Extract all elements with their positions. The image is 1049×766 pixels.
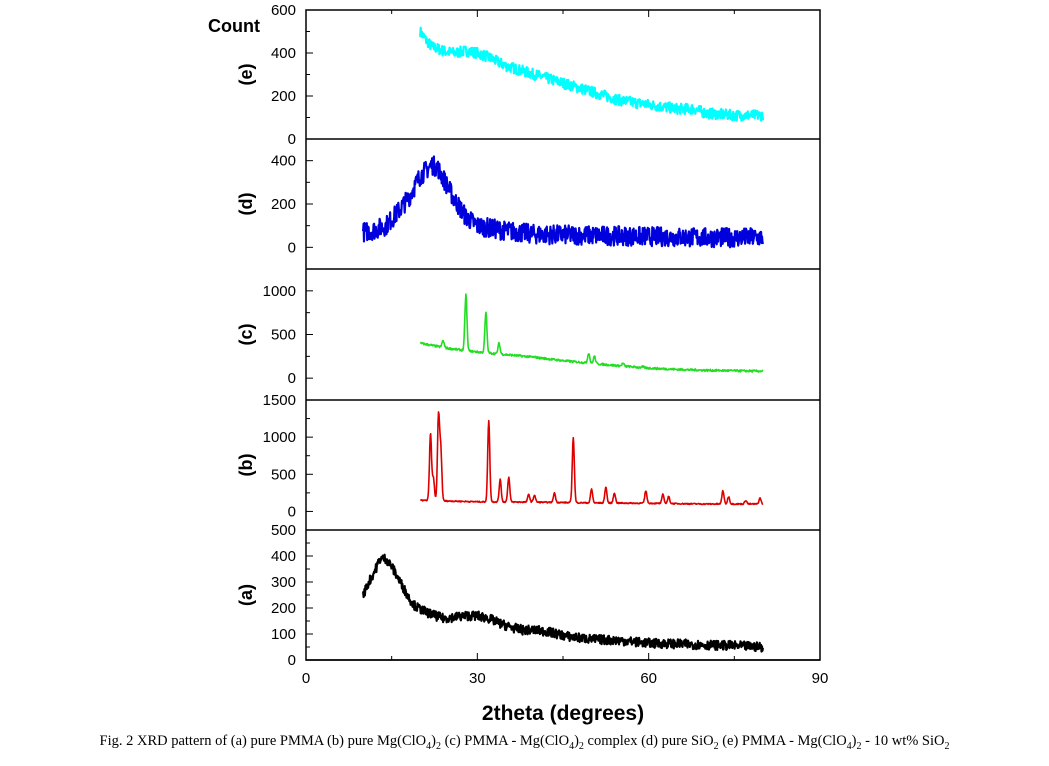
x-axis-label: 2theta (degrees) — [482, 702, 644, 725]
caption-subscript: 2 — [578, 740, 584, 752]
y-tick-label: 0 — [288, 370, 296, 387]
x-tick-label: 90 — [812, 670, 829, 687]
y-tick-label: 500 — [271, 522, 296, 539]
x-tick-label: 60 — [640, 670, 657, 687]
y-tick-label: 200 — [271, 196, 296, 213]
caption-subscript: 4 — [569, 740, 575, 752]
caption-text: (c) PMMA - Mg(ClO — [440, 733, 570, 749]
panel-label: (b) — [236, 454, 256, 477]
figure-caption: Fig. 2 XRD pattern of (a) pure PMMA (b) … — [0, 733, 1049, 752]
x-tick-label: 30 — [469, 670, 486, 687]
caption-text: ) — [431, 733, 436, 749]
y-tick-label: 500 — [271, 466, 296, 483]
caption-text: ) — [574, 733, 579, 749]
y-tick-label: 400 — [271, 45, 296, 62]
y-tick-label: 400 — [271, 548, 296, 565]
panel-label: (c) — [236, 323, 256, 345]
caption-text: ) — [851, 733, 857, 749]
y-tick-label: 200 — [271, 600, 296, 617]
y-tick-label: 400 — [271, 153, 296, 170]
y-tick-label: 300 — [271, 574, 296, 591]
y-axis-label: Count — [208, 16, 260, 36]
y-tick-label: 100 — [271, 626, 296, 643]
series-line-c — [419, 293, 764, 373]
x-tick-label: 0 — [302, 670, 310, 687]
y-tick-label: 200 — [271, 88, 296, 105]
y-tick-label: 0 — [288, 131, 296, 148]
caption-text: Fig. 2 XRD pattern of (a) pure PMMA (b) … — [99, 733, 427, 749]
caption-text: (e) PMMA - Mg(ClO — [718, 733, 847, 749]
caption-subscript: 2 — [713, 740, 719, 752]
caption-text: complex (d) pure SiO — [583, 733, 714, 749]
caption-subscript: 4 — [846, 740, 852, 752]
y-tick-label: 0 — [288, 239, 296, 256]
series-line-e — [419, 26, 764, 122]
y-tick-label: 1500 — [263, 392, 296, 409]
y-tick-label: 600 — [271, 2, 296, 19]
panel-label: (d) — [236, 193, 256, 216]
y-tick-label: 1000 — [263, 283, 296, 300]
y-tick-label: 0 — [288, 503, 296, 520]
caption-subscript: 2 — [944, 740, 950, 752]
y-tick-label: 500 — [271, 327, 296, 344]
plot-frame — [305, 9, 821, 661]
panel-label: (a) — [236, 584, 256, 606]
caption-subscript: 2 — [856, 740, 862, 752]
series-line-d — [362, 155, 764, 249]
y-tick-label: 0 — [288, 652, 296, 669]
xrd-chart: Count 2theta (degrees) 0200400600(e)0200… — [208, 2, 829, 725]
y-tick-label: 1000 — [263, 429, 296, 446]
caption-text: - 10 wt% SiO — [861, 733, 945, 749]
caption-subscript: 2 — [435, 740, 441, 752]
caption-subscript: 4 — [426, 740, 432, 752]
panel-label: (e) — [236, 63, 256, 85]
series-line-b — [419, 411, 764, 506]
series-line-a — [362, 553, 764, 653]
